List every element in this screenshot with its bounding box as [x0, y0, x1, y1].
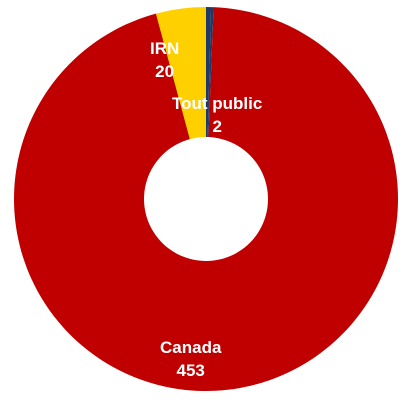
label-irn-name: IRN [150, 39, 180, 58]
label-tout-public: Tout public 2 [172, 92, 262, 138]
slice-canada [14, 7, 399, 392]
label-irn: IRN 20 [150, 37, 179, 83]
slice-other [207, 7, 214, 138]
slice-tout-public [206, 7, 212, 138]
label-canada-value: 453 [176, 361, 205, 380]
donut-slices [14, 7, 399, 392]
slice-irn [155, 7, 206, 140]
label-canada: Canada 453 [160, 336, 221, 382]
label-tout-public-value: 2 [212, 117, 222, 136]
label-canada-name: Canada [160, 338, 222, 357]
label-irn-value: 20 [155, 62, 175, 81]
label-tout-public-name: Tout public [172, 94, 263, 113]
